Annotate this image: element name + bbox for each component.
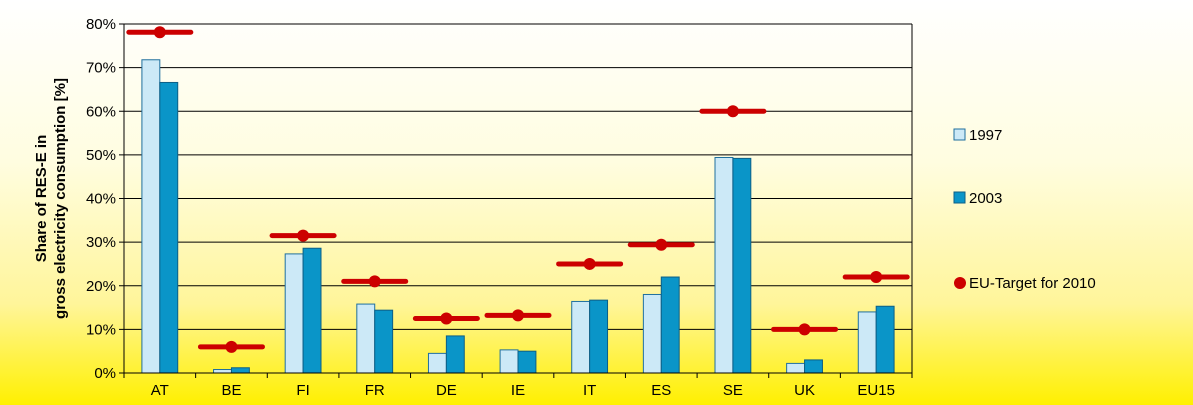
- bar-1997-BE: [213, 369, 232, 374]
- target-point-EU15: [870, 271, 883, 284]
- bar-1997-UK: [786, 362, 806, 374]
- y-tick-label: 40%: [86, 191, 116, 208]
- target-point-DE: [440, 312, 453, 325]
- bar-1997-EU15: [857, 311, 877, 374]
- bar-1997-DE: [427, 352, 447, 374]
- bar-1997-FI: [284, 253, 304, 374]
- target-point-IE: [512, 309, 524, 322]
- x-tick-label: EU15: [857, 382, 895, 399]
- bar-2003-ES: [660, 276, 680, 374]
- bar-2003-IT: [589, 299, 609, 374]
- bar-2003-FI: [302, 247, 322, 374]
- bar-2003-UK: [804, 359, 823, 374]
- target-point-IT: [583, 257, 596, 270]
- grid-lines: [119, 23, 912, 374]
- x-tick-label: AT: [151, 382, 169, 399]
- x-tick-label: UK: [794, 382, 815, 399]
- legend-swatch-target: [954, 277, 966, 289]
- target-point-SE: [726, 105, 739, 118]
- axes-group: [123, 24, 913, 378]
- bar-2003-FR: [374, 309, 394, 374]
- bar-1997-ES: [642, 293, 662, 374]
- bar-1997-AT: [141, 59, 161, 374]
- y-tick-label: 20%: [86, 278, 116, 295]
- y-axis-title-line: gross electricity consumption [%]: [52, 78, 69, 319]
- y-tick-label: 60%: [86, 103, 116, 120]
- y-tick-label: 0%: [94, 365, 116, 382]
- target-markers-group: [126, 26, 910, 353]
- x-tick-label: BE: [221, 382, 241, 399]
- target-point-BE: [225, 340, 238, 353]
- x-tick-label: IE: [511, 382, 525, 399]
- x-tick-label: DE: [436, 382, 457, 399]
- legend-label: EU-Target for 2010: [969, 275, 1096, 292]
- x-tick-label: ES: [651, 382, 671, 399]
- bar-2003-EU15: [875, 305, 895, 374]
- x-tick-label: IT: [583, 382, 596, 399]
- y-tick-label: 80%: [86, 16, 116, 33]
- x-tick-label: SE: [723, 382, 743, 399]
- legend-swatch-2003: [953, 191, 966, 204]
- bar-2003-AT: [159, 81, 179, 374]
- x-tick-label: FI: [296, 382, 309, 399]
- legend-label: 1997: [969, 127, 1002, 144]
- y-tick-label: 30%: [86, 234, 116, 251]
- bar-1997-IT: [571, 300, 591, 374]
- bar-2003-IE: [517, 350, 537, 374]
- bar-2003-SE: [732, 157, 752, 374]
- y-tick-label: 10%: [86, 321, 116, 338]
- bar-1997-FR: [356, 303, 376, 374]
- bar-1997-IE: [499, 349, 519, 374]
- target-point-FR: [368, 275, 381, 288]
- target-point-UK: [798, 323, 811, 336]
- target-point-ES: [655, 238, 668, 251]
- x-tick-label: FR: [365, 382, 385, 399]
- target-point-FI: [297, 229, 310, 242]
- bar-2003-DE: [445, 335, 465, 374]
- bar-2003-BE: [230, 367, 250, 374]
- target-point-AT: [153, 26, 166, 39]
- x-tick-labels: AT BE FI FR DE IE IT ES SE UK EU15: [151, 382, 895, 399]
- bar-1997-SE: [714, 156, 734, 374]
- y-tick-label: 50%: [86, 147, 116, 164]
- bars-group: [141, 59, 895, 374]
- y-axis-title-line: Share of RES-E in: [33, 135, 50, 263]
- legend: 1997 2003 EU-Target for 2010: [953, 127, 1096, 292]
- legend-label: 2003: [969, 190, 1002, 207]
- y-axis-title: Share of RES-E in gross electricity consu…: [33, 78, 69, 319]
- legend-swatch-1997: [953, 128, 966, 141]
- y-tick-labels: 0% 10% 20% 30% 40% 50% 60% 70% 80%: [86, 16, 116, 382]
- y-tick-label: 70%: [86, 60, 116, 77]
